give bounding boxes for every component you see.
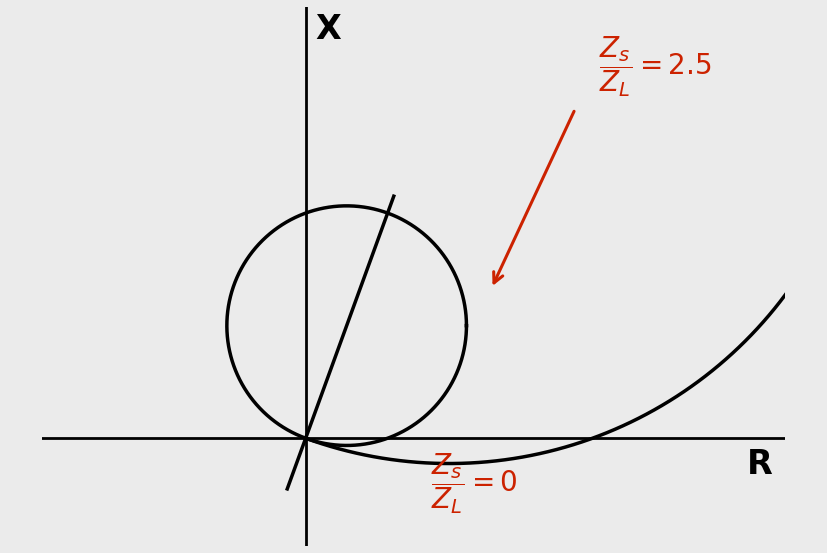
Text: X: X: [315, 13, 341, 46]
Text: $\dfrac{Z_s}{Z_L}$$= 2.5$: $\dfrac{Z_s}{Z_L}$$= 2.5$: [600, 35, 712, 99]
Text: R: R: [747, 448, 773, 481]
Text: $\dfrac{Z_s}{Z_L}$$= 0$: $\dfrac{Z_s}{Z_L}$$= 0$: [432, 452, 519, 516]
